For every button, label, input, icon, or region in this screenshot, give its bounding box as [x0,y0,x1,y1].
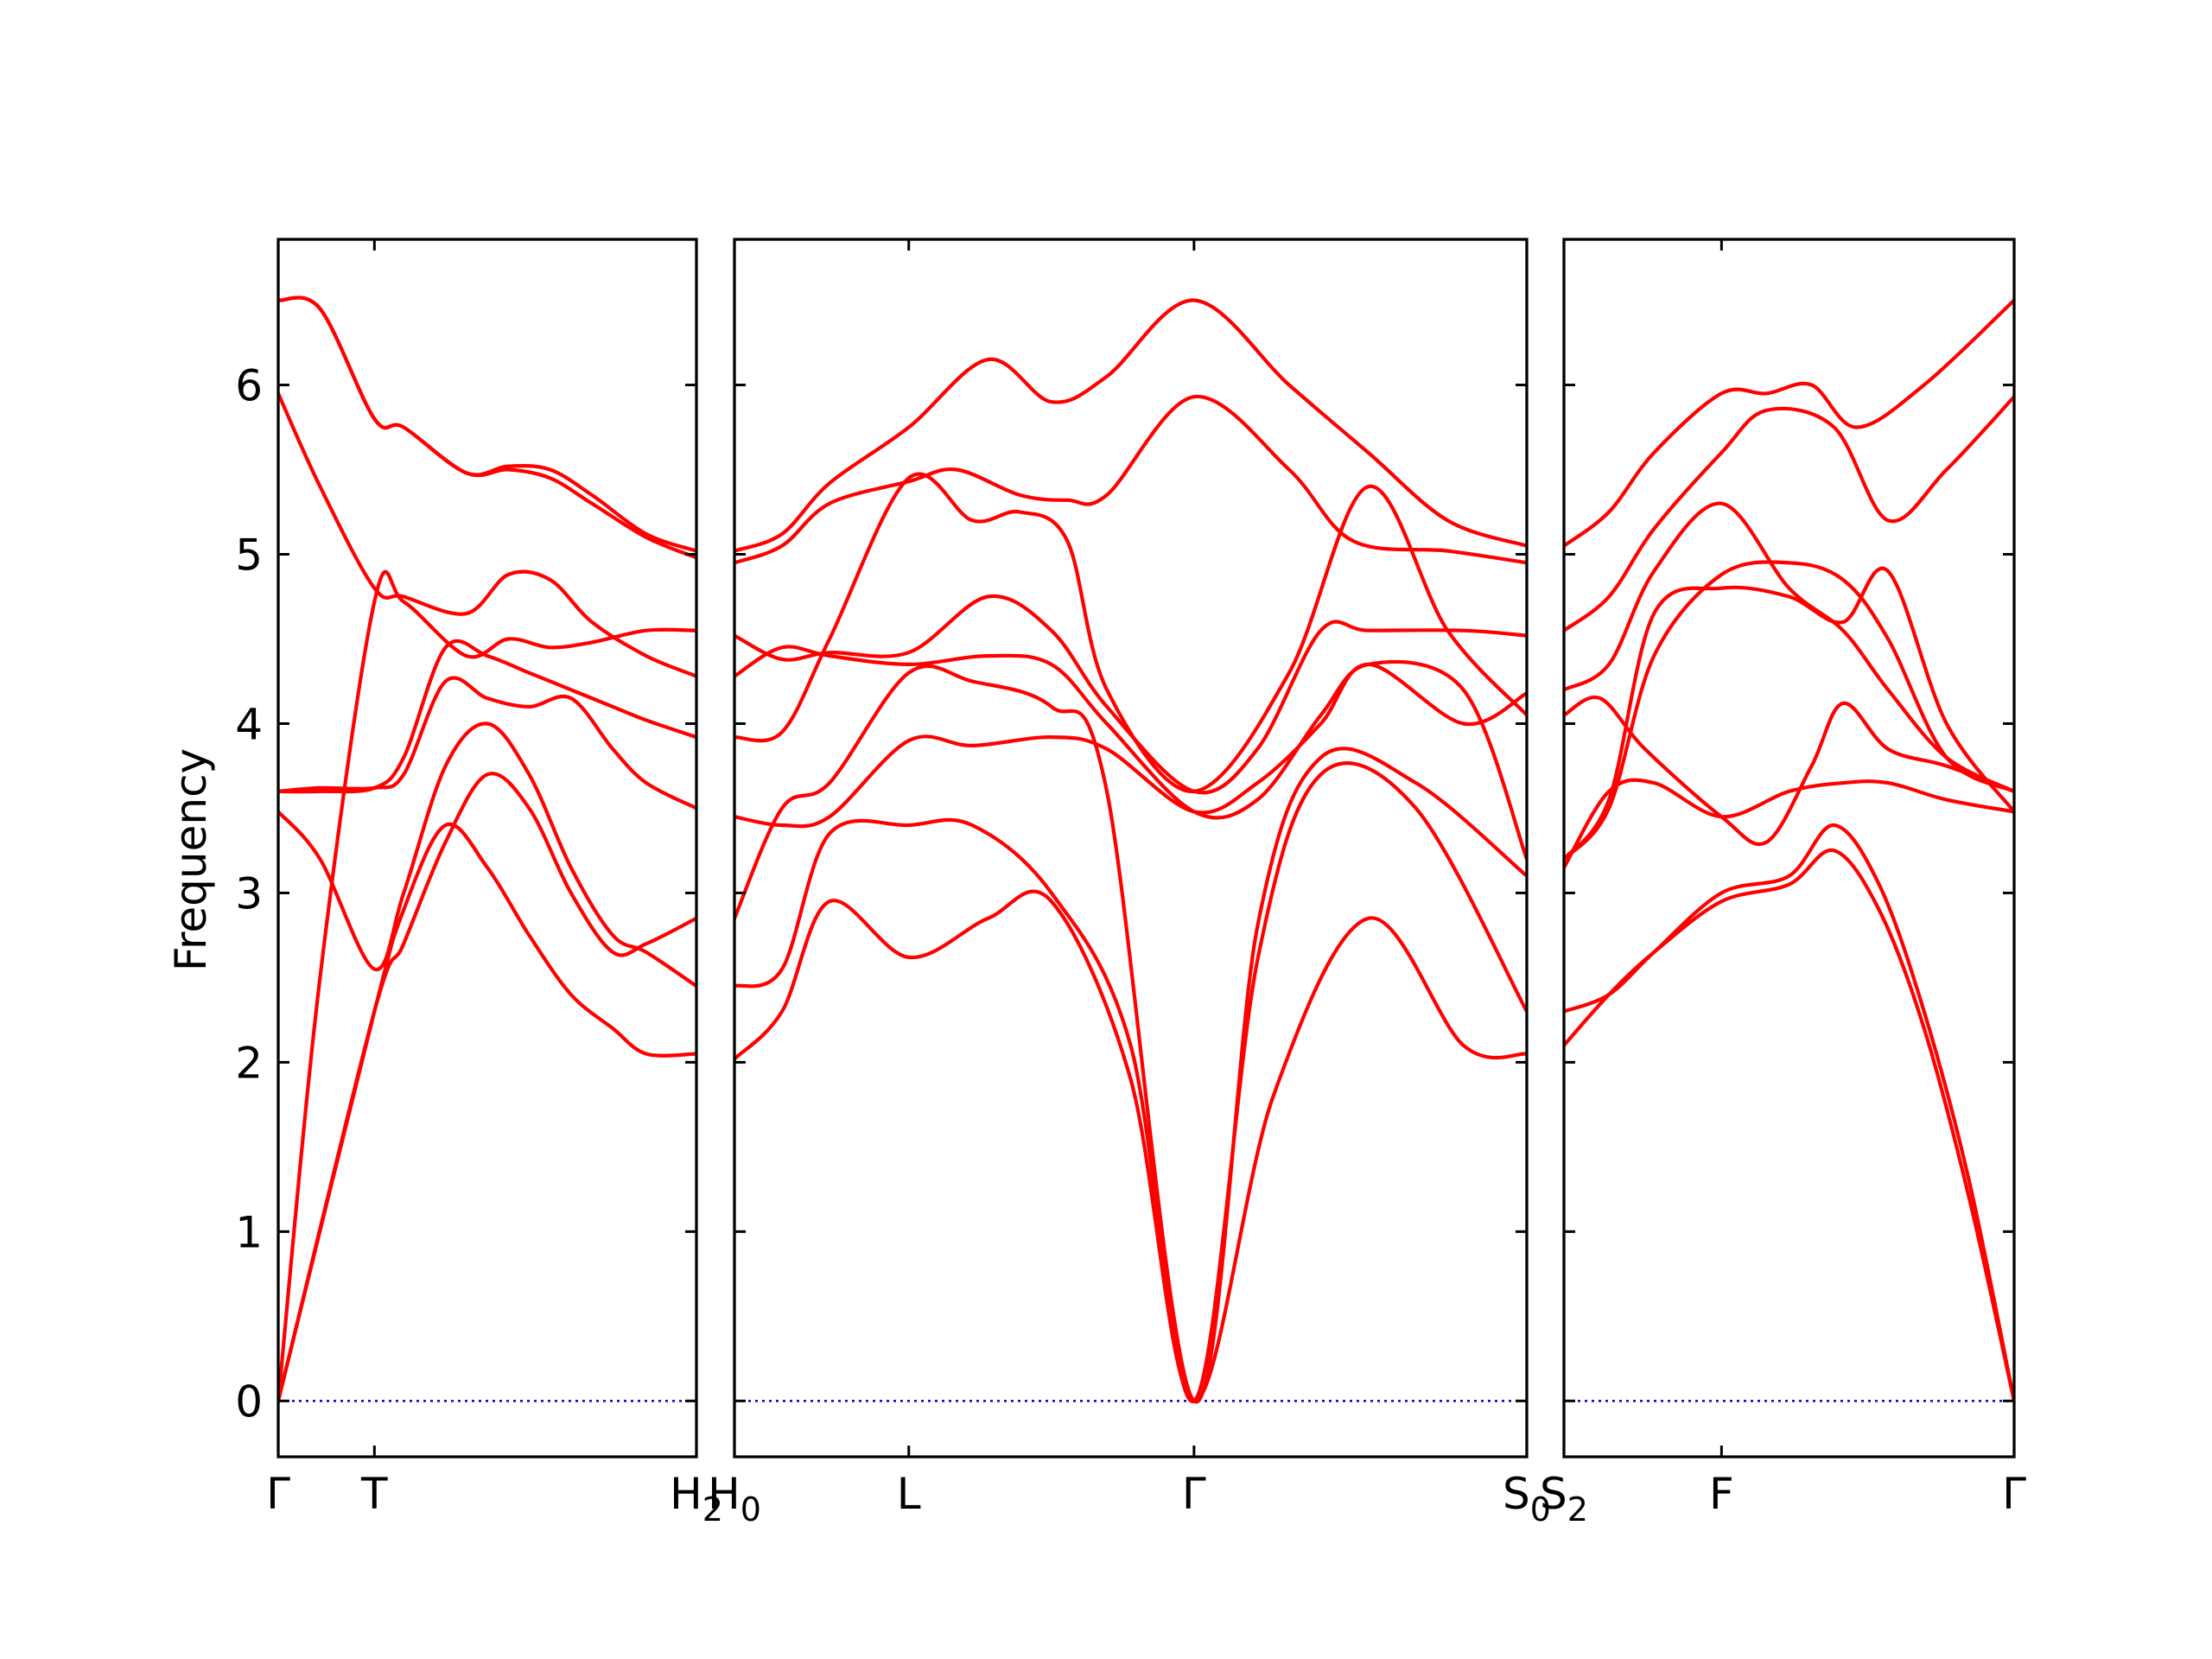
band-line-5 [278,569,696,1403]
x-tick-label: F [1709,1469,1734,1519]
band-line-5 [734,645,1527,861]
band-line-9 [278,296,696,553]
band-line-7 [1564,501,2014,793]
band-line-3 [278,721,696,988]
band-line-2 [278,772,696,1403]
panel-frame [733,238,1529,1459]
band-line-2 [734,761,1527,1403]
x-tick-label: T [360,1469,388,1519]
x-tick-label: Γ [266,1469,290,1519]
band-line-2 [1564,823,2014,1403]
band-line-8 [1564,395,2014,632]
y-axis-label: Frequency [166,748,216,971]
x-tick-label: L [897,1469,921,1519]
band-line-1 [278,822,696,1403]
y-tick-label: 2 [235,1038,263,1088]
band-group [734,298,1527,1404]
y-tick-label: 3 [235,868,263,918]
band-line-1 [734,889,1527,1403]
y-tick-label: 4 [235,699,263,749]
band-line-5 [1564,560,2014,861]
panel-2: H0 L Γ S0 [708,238,1551,1529]
band-line-4 [1564,566,2014,861]
x-tick-label: Γ [1182,1469,1206,1519]
panel-frame [1562,238,2016,1459]
panel-3: S2 F Γ [1540,238,2026,1529]
y-tick-label: 5 [235,530,263,580]
band-line-8 [734,395,1527,565]
band-line-8 [278,296,696,560]
band-line-3 [734,664,1527,1404]
band-line-9 [734,298,1527,553]
band-line-7 [278,391,696,678]
band-line-4 [278,676,696,810]
band-group [1564,298,2014,1403]
band-line-1 [1564,849,2014,1403]
band-line-3 [1564,778,2014,870]
band-group [278,296,696,1403]
band-line-6 [278,639,696,794]
panel-frame [276,238,698,1459]
x-tick-label: Γ [2002,1469,2026,1519]
y-tick-label: 6 [235,361,263,411]
band-line-6 [1564,695,2014,847]
y-tick-label: 1 [235,1207,263,1257]
band-line-6 [734,594,1527,795]
band-line-9 [1564,298,2014,548]
band-line-7 [734,472,1527,794]
y-tick-label: 0 [235,1376,263,1427]
